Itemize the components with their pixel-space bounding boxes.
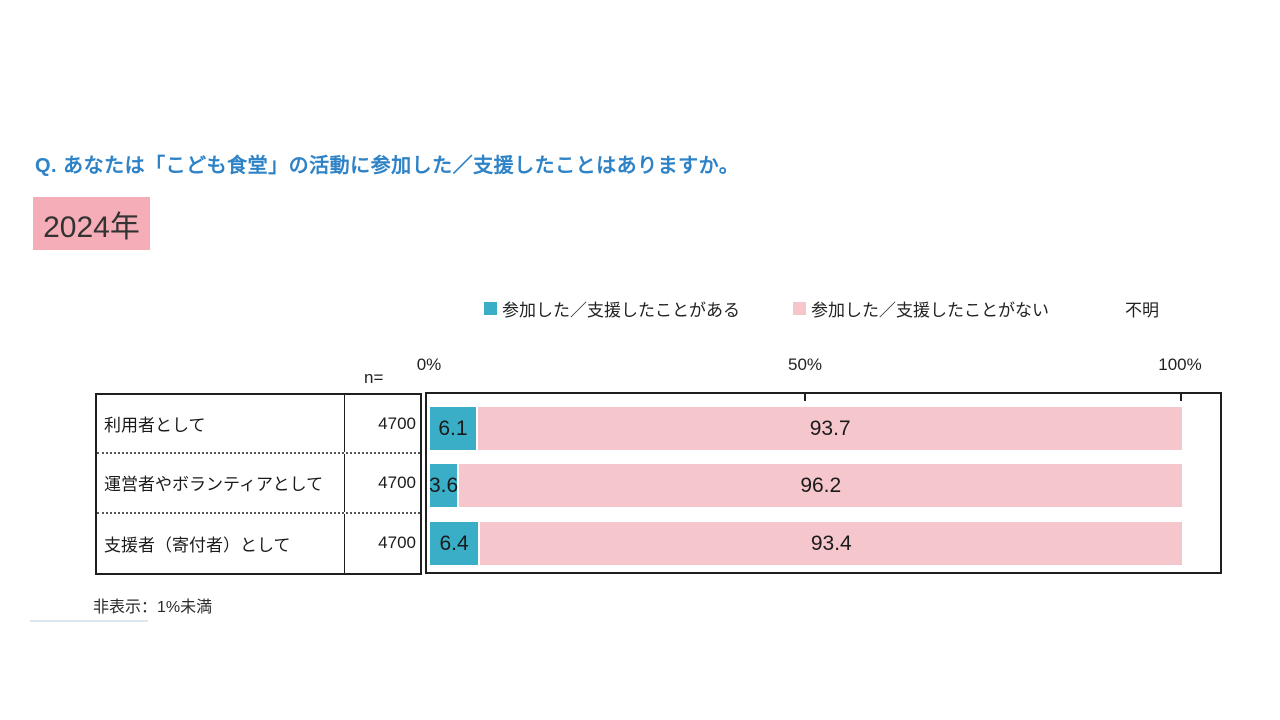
decorative-line [30,620,148,622]
legend-swatch-not-participated-icon [793,302,806,315]
axis-tick-mark-50 [804,394,806,401]
bar-segment-participated: 6.4 [430,522,479,565]
bar-value-label: 6.1 [438,416,468,440]
footnote: 非表示：1%未満 [93,599,213,616]
table-row: 支援者（寄付者）として 4700 [97,513,420,573]
bar-row: 3.6 96.2 [428,464,1183,507]
question-title: Q. あなたは「こども食堂」の活動に参加した／支援したことはありますか。 [35,155,740,177]
axis-tick-label-50: 50% [787,355,823,374]
bar-value-label: 3.6 [428,473,459,497]
year-badge: 2024年 [33,197,150,250]
legend-item-unknown: 不明 [1125,296,1159,321]
category-label: 運営者やボランティアとして [97,454,345,512]
category-table: 利用者として 4700 運営者やボランティアとして 4700 支援者（寄付者）と… [95,393,422,575]
plot-area: 6.1 93.7 3.6 96.2 6.4 93.4 [425,392,1222,574]
sample-size-value: 4700 [378,533,416,553]
sample-size-value: 4700 [378,472,416,492]
legend-item-not-participated: 参加した／支援したことがない [793,296,1049,321]
bar-value-label: 93.4 [810,531,852,555]
axis-tick-label-0: 0% [416,355,442,374]
bar-row: 6.4 93.4 [430,522,1183,565]
category-label: 支援者（寄付者）として [97,513,345,573]
legend-label-not-participated: 参加した／支援したことがない [811,301,1049,320]
table-row: 利用者として 4700 [97,395,420,455]
n-equals-label: n= [364,368,384,387]
legend-swatch-participated-icon [484,302,497,315]
legend-item-participated: 参加した／支援したことがある [484,296,740,321]
bar-value-label: 6.4 [439,531,469,555]
bar-segment-not-participated: 93.4 [480,522,1183,565]
axis-tick-label-100: 100% [1158,355,1202,374]
legend-label-unknown: 不明 [1125,301,1159,320]
bar-value-label: 96.2 [800,473,842,497]
sample-size-value: 4700 [378,413,416,433]
bar-value-label: 93.7 [809,416,851,440]
bar-row: 6.1 93.7 [430,407,1183,450]
axis-tick-mark-100 [1180,394,1182,401]
bar-segment-participated: 6.1 [430,407,476,450]
bar-segment-participated: 3.6 [428,464,459,507]
bar-segment-not-participated: 93.7 [477,407,1183,450]
legend-label-participated: 参加した／支援したことがある [502,301,740,320]
category-label: 利用者として [97,395,345,453]
table-row: 運営者やボランティアとして 4700 [97,454,420,514]
bar-segment-not-participated: 96.2 [459,464,1183,507]
